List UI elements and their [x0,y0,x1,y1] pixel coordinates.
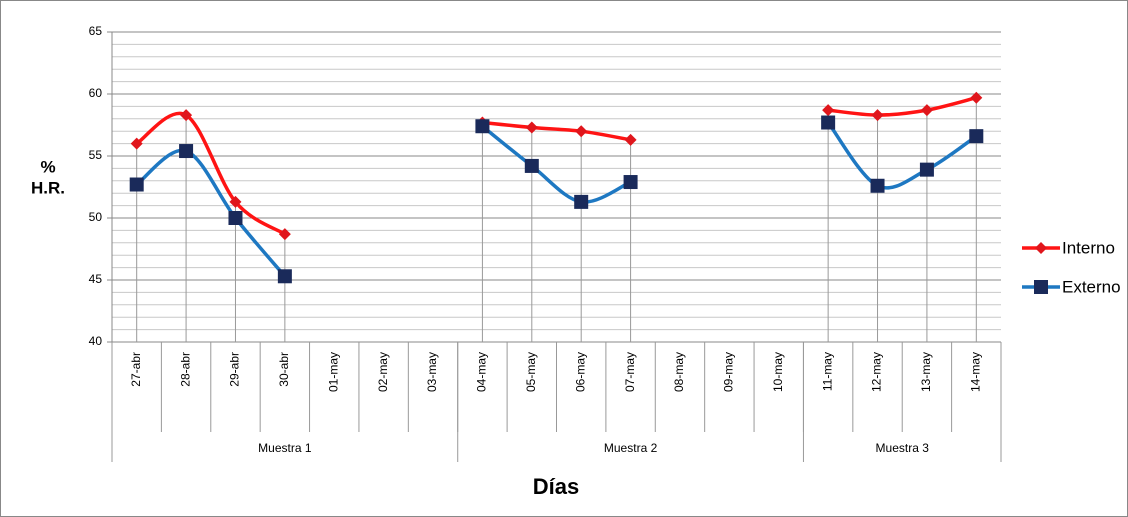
x-tick-label: 08-may [672,352,686,392]
legend-label: Interno [1062,238,1115,257]
marker [130,137,143,150]
marker [822,104,835,117]
marker [524,158,539,173]
series-line [827,96,977,117]
x-tick-label: 05-may [524,352,538,392]
y-tick-label: 60 [89,86,103,100]
series-line [135,111,286,236]
marker [475,119,490,134]
marker [575,125,588,138]
x-tick-label: 07-may [623,352,637,392]
legend-label: Externo [1062,277,1121,296]
x-tick-label: 11-may [820,352,834,391]
y-axis-label: % [40,157,55,176]
x-tick-label: 13-may [919,352,933,392]
y-tick-label: 55 [89,148,103,162]
x-tick-label: 28-abr [178,352,192,387]
marker [180,109,193,122]
legend-marker [1034,280,1048,294]
marker [277,269,292,284]
group-label: Muestra 3 [876,441,930,455]
marker [179,144,194,159]
x-tick-label: 10-may [771,352,785,392]
x-tick-label: 12-may [870,352,884,392]
marker [229,195,242,208]
marker [623,175,638,190]
marker [129,177,144,192]
series-line [135,148,287,278]
marker [228,211,243,225]
series-line [826,121,978,190]
marker [278,228,291,241]
x-tick-label: 01-may [326,352,340,392]
x-tick-label: 27-abr [129,352,143,387]
marker [969,129,984,144]
series-line [482,120,631,142]
marker [920,104,933,117]
marker [525,121,538,134]
x-tick-label: 29-abr [228,352,242,387]
legend-marker [1035,242,1047,254]
x-axis-label: Días [533,474,579,499]
group-label: Muestra 1 [258,441,312,455]
marker [871,109,884,122]
marker [919,162,934,177]
marker [624,133,637,146]
x-tick-label: 14-may [968,352,982,392]
marker [574,194,589,209]
group-label: Muestra 2 [604,441,658,455]
marker [970,91,983,104]
x-tick-label: 02-may [376,352,390,392]
x-tick-label: 06-may [573,352,587,392]
x-tick-label: 09-may [722,352,736,392]
y-axis-label: H.R. [31,178,65,197]
series-line [481,124,632,204]
x-tick-label: 04-may [475,352,489,392]
marker [870,178,885,193]
x-tick-label: 03-may [425,352,439,392]
y-tick-label: 65 [89,24,103,38]
x-tick-label: 30-abr [277,352,291,387]
y-tick-label: 40 [89,334,103,348]
y-tick-label: 45 [89,272,103,286]
marker [821,115,836,130]
y-tick-label: 50 [89,210,103,224]
